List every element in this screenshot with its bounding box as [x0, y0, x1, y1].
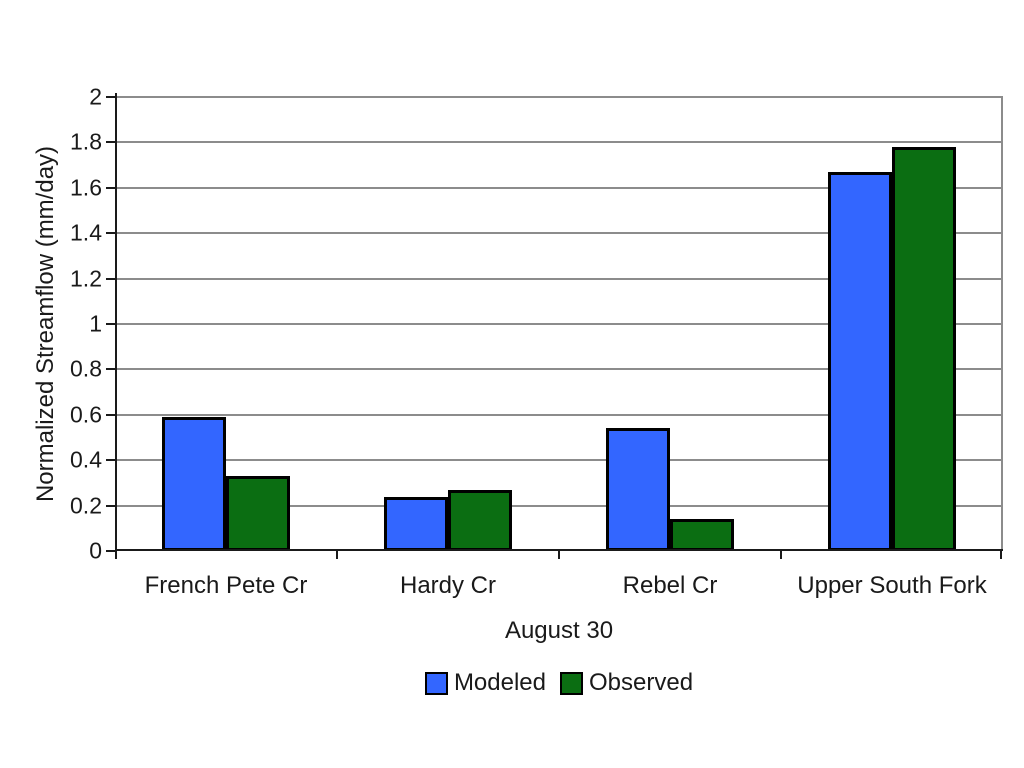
x-axis-line: [115, 549, 1003, 551]
bar-observed-french-pete-cr: [226, 476, 290, 551]
x-category-label: Upper South Fork: [797, 572, 987, 599]
legend-label-modeled: Modeled: [453, 669, 546, 696]
legend-label-observed: Observed: [589, 669, 694, 696]
legend-item-observed: Observed: [560, 669, 693, 697]
y-tick-label: 0.8: [70, 355, 102, 382]
y-tick-mark: [106, 413, 115, 416]
bar-modeled-hardy-cr: [384, 497, 448, 551]
y-tick-mark: [106, 232, 115, 235]
y-tick-mark: [106, 459, 115, 462]
y-tick-mark: [106, 504, 115, 507]
x-category-label: Hardy Cr: [399, 572, 496, 599]
y-tick-label: 0.2: [70, 492, 102, 519]
y-axis-title: Normalized Streamflow (mm/day): [32, 145, 59, 503]
plot-area: 0 0.2 0.4 0.6 0.8 1 1.2 1.4 1.6 1.8 2: [70, 84, 1003, 564]
legend-swatch-observed: [560, 671, 583, 695]
gridline-y-0.2: [115, 504, 1003, 507]
y-tick-label: 1.4: [70, 219, 102, 246]
y-tick-mark: [106, 277, 115, 280]
x-category-label: Rebel Cr: [622, 572, 718, 599]
x-tick-mark: [1000, 551, 1002, 559]
y-tick-label: 2: [89, 83, 102, 110]
y-tick-label: 1.8: [70, 128, 102, 155]
gridline-y-1.2: [115, 277, 1003, 280]
x-tick-mark: [780, 551, 782, 559]
y-tick-label: 1: [89, 310, 102, 337]
gridline-y-0.4: [115, 459, 1003, 462]
gridline-y-0.8: [115, 368, 1003, 371]
y-tick-mark: [106, 186, 115, 189]
x-category-label: French Pete Cr: [144, 572, 308, 599]
bar-observed-upper-south-fork: [892, 147, 956, 551]
gridline-y-2: [115, 96, 1003, 98]
y-tick-mark: [106, 550, 115, 552]
x-tick-mark: [558, 551, 560, 559]
gridline-y-1.6: [115, 186, 1003, 189]
bar-modeled-upper-south-fork: [828, 172, 892, 551]
bar-modeled-rebel-cr: [606, 428, 670, 551]
legend: Modeled Observed: [115, 669, 1003, 697]
x-axis-title: August 30: [504, 617, 614, 644]
y-tick-label: 0.6: [70, 401, 102, 428]
y-tick-label: 0: [89, 537, 102, 564]
y-tick-label: 1.6: [70, 174, 102, 201]
x-tick-mark: [336, 551, 338, 559]
y-tick-mark: [106, 323, 115, 325]
gridline-y-0.6: [115, 413, 1003, 416]
gridline-y-1: [115, 323, 1003, 325]
bar-observed-hardy-cr: [448, 490, 512, 551]
x-category-labels: French Pete Cr Hardy Cr Rebel Cr Upper Sout…: [115, 572, 1003, 600]
y-tick-label: 1.2: [70, 265, 102, 292]
legend-swatch-modeled: [424, 671, 448, 695]
y-tick-mark: [106, 368, 115, 371]
legend-item-modeled: Modeled: [424, 669, 546, 697]
bar-observed-rebel-cr: [670, 519, 734, 551]
gridline-y-1.4: [115, 232, 1003, 235]
y-tick-label: 0.4: [70, 446, 102, 473]
bar-modeled-french-pete-cr: [162, 417, 226, 551]
y-axis-line: [115, 93, 117, 551]
y-tick-mark: [106, 96, 115, 98]
y-tick-mark: [106, 141, 115, 144]
gridline-y-1.8: [115, 141, 1003, 144]
x-tick-mark: [115, 551, 117, 559]
